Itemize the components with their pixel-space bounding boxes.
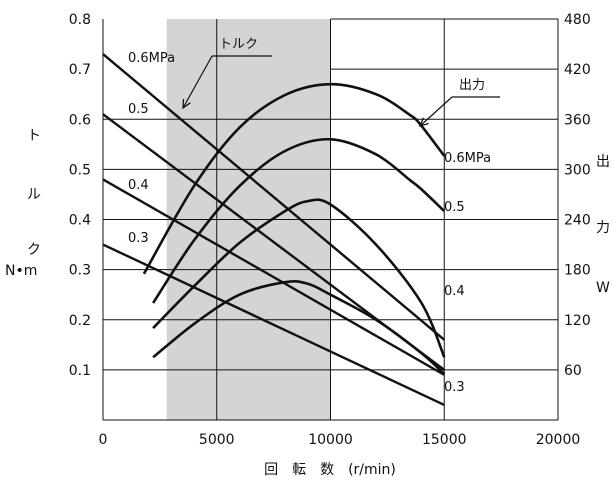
- left-axis-title-char: N•m: [5, 263, 37, 279]
- torque-callout-arrowhead: [182, 98, 191, 110]
- right-tick-label: 60: [564, 363, 582, 379]
- right-axis-title-char: 力: [596, 220, 610, 236]
- left-tick-label: 0.6: [69, 112, 91, 128]
- right-tick-label: 360: [564, 112, 591, 128]
- right-tick-label: 240: [564, 213, 591, 229]
- output-callout-arrowhead: [418, 117, 429, 128]
- right-tick-label: 180: [564, 263, 591, 279]
- output-callout-leader: [419, 96, 453, 127]
- left-tick-label: 0.1: [69, 363, 91, 379]
- x-tick-label: 15000: [422, 432, 467, 448]
- torque-callout-text: トルク: [219, 37, 258, 52]
- right-axis-title-char: W: [596, 280, 610, 296]
- output-series-label: 0.6MPa: [444, 151, 491, 166]
- left-tick-label: 0.4: [69, 213, 91, 229]
- left-tick-label: 0.3: [69, 263, 91, 279]
- right-tick-label: 480: [564, 12, 591, 28]
- torque-series-label: 0.4: [128, 178, 149, 193]
- left-tick-label: 0.7: [69, 62, 91, 78]
- output-curve-0.4: [152, 198, 446, 358]
- torque-line-0.4: [102, 178, 445, 376]
- left-axis-title-char: ク: [27, 242, 41, 258]
- x-tick-label: 0: [99, 432, 108, 448]
- right-tick-label: 420: [564, 62, 591, 78]
- output-series-label: 0.5: [444, 200, 465, 215]
- output-series-label: 0.4: [444, 284, 465, 299]
- left-axis-title-char: ト: [27, 128, 41, 144]
- right-axis-title-char: 出: [596, 154, 610, 170]
- output-series-label: 0.3: [444, 380, 465, 395]
- torque-callout-leader: [182, 55, 213, 109]
- left-tick-label: 0.8: [69, 12, 91, 28]
- output-curve-0.5: [152, 137, 446, 304]
- left-tick-label: 0.5: [69, 162, 91, 178]
- x-tick-label: 20000: [536, 432, 581, 448]
- torque-series-label: 0.6MPa: [128, 51, 175, 66]
- x-tick-label: 5000: [199, 432, 235, 448]
- torque-line-0.6MPa: [102, 53, 446, 341]
- left-tick-label: 0.2: [69, 313, 91, 329]
- x-axis-title: 回 転 数 (r/min): [264, 462, 396, 478]
- output-curve-0.6MPa: [142, 82, 446, 275]
- left-axis-title-char: ル: [27, 187, 41, 203]
- right-tick-label: 300: [564, 162, 591, 178]
- torque-series-label: 0.3: [128, 231, 149, 246]
- x-tick-label: 10000: [308, 432, 353, 448]
- right-tick-label: 120: [564, 313, 591, 329]
- torque-series-label: 0.5: [128, 102, 149, 117]
- output-callout-text: 出力: [459, 78, 485, 93]
- torque-line-0.3: [102, 243, 445, 407]
- output-curve-0.3: [152, 280, 446, 376]
